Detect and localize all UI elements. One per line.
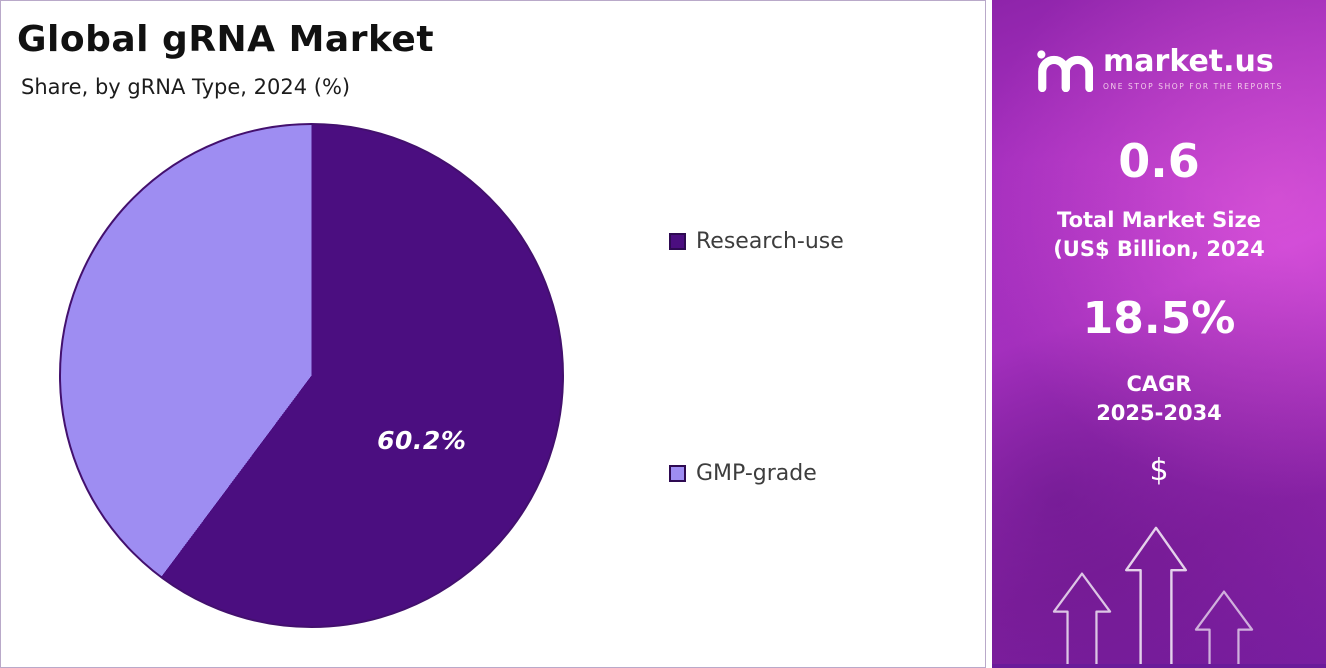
legend-marker-research-use [669,233,686,250]
market-size-label-line1: Total Market Size [1057,208,1261,232]
growth-arrow-left-icon [1050,570,1114,664]
marketus-logo-icon [1035,46,1094,93]
chart-legend: Research-use GMP-grade [669,229,844,486]
cagr-label-line2: 2025-2034 [1096,401,1222,426]
market-size-value: 0.6 [1118,134,1200,188]
legend-item-research-use: Research-use [669,229,844,254]
market-size-label-line2: (US$ Billion, 2024 [1053,237,1265,262]
marketus-logo: market.us ONE STOP SHOP FOR THE REPORTS [992,44,1326,93]
chart-subtitle: Share, by gRNA Type, 2024 (%) [21,75,351,99]
brand-tagline: ONE STOP SHOP FOR THE REPORTS [1103,82,1283,91]
growth-arrow-center-icon [1122,524,1190,664]
pie-data-label: 60.2% [377,426,467,455]
legend-label: GMP-grade [696,461,817,486]
market-size-label: Total Market Size (US$ Billion, 2024 [992,206,1326,265]
panel-divider [986,0,992,668]
cagr-value: 18.5% [1082,292,1236,344]
pie [59,123,564,628]
growth-arrow-right-icon [1192,588,1256,664]
legend-item-gmp-grade: GMP-grade [669,461,844,486]
logo-text-block: market.us ONE STOP SHOP FOR THE REPORTS [1103,44,1283,92]
dollar-symbol: $ [1149,452,1169,488]
pie-chart: 60.2% [59,123,564,628]
legend-label: Research-use [696,229,844,254]
page-title: Global gRNA Market [17,19,435,60]
legend-marker-gmp-grade [669,465,686,482]
brand-name: market.us [1103,44,1274,79]
sidebar: market.us ONE STOP SHOP FOR THE REPORTS … [992,0,1326,668]
chart-panel: Global gRNA Market Share, by gRNA Type, … [0,0,986,668]
cagr-label-line1: CAGR [1126,371,1192,396]
cagr-label: CAGR 2025-2034 [992,370,1326,429]
